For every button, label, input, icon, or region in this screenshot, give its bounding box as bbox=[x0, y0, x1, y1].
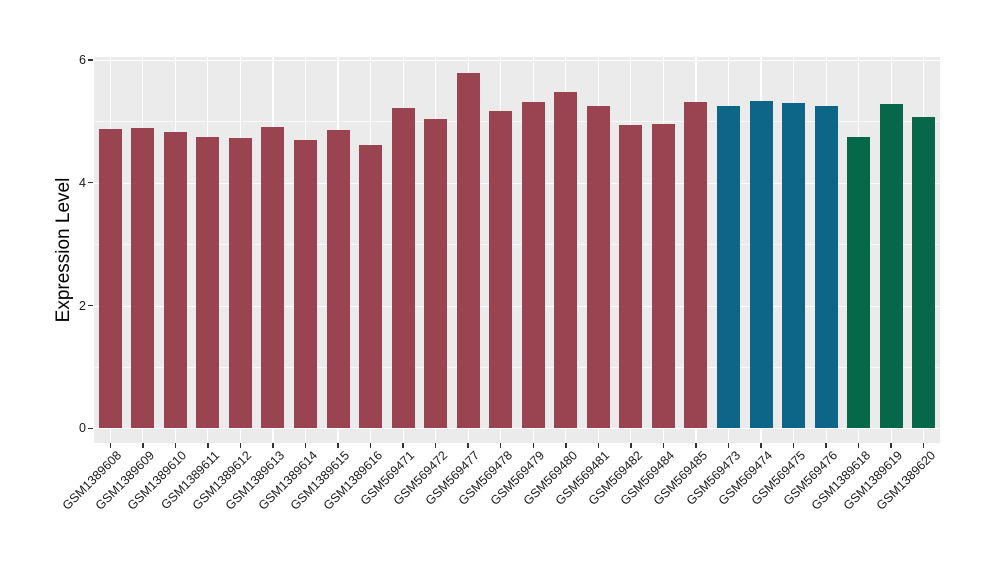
gridline-minor-y5 bbox=[94, 121, 940, 123]
bar-GSM569474 bbox=[749, 101, 773, 429]
bar-GSM569477 bbox=[456, 73, 480, 429]
x-tick-mark bbox=[467, 443, 469, 448]
bar-GSM1389618 bbox=[847, 137, 871, 429]
x-tick-mark bbox=[402, 443, 404, 448]
y-tick-label-0: 0 bbox=[79, 421, 86, 436]
bar-GSM1389609 bbox=[131, 128, 155, 429]
plot-panel bbox=[94, 57, 940, 443]
bar-GSM1389613 bbox=[261, 126, 285, 429]
x-tick-mark bbox=[597, 443, 600, 448]
x-tick-mark bbox=[857, 443, 860, 448]
y-tick-label-4: 4 bbox=[79, 175, 86, 190]
y-tick-mark bbox=[88, 304, 93, 307]
bar-GSM1389614 bbox=[294, 139, 317, 429]
gridline-major-y2 bbox=[94, 305, 940, 307]
x-tick-mark bbox=[922, 443, 925, 448]
x-tick-mark bbox=[109, 443, 112, 448]
bar-GSM1389616 bbox=[359, 144, 383, 429]
bar-GSM569479 bbox=[521, 102, 545, 429]
bar-GSM1389610 bbox=[163, 132, 187, 429]
bar-GSM569480 bbox=[554, 92, 578, 429]
x-tick-mark bbox=[272, 443, 274, 448]
x-tick-mark bbox=[207, 443, 209, 448]
bar-GSM569485 bbox=[684, 102, 708, 429]
x-tick-mark bbox=[337, 443, 339, 448]
x-tick-mark bbox=[369, 443, 372, 448]
gridline-major-y6 bbox=[94, 59, 940, 62]
bar-GSM1389612 bbox=[228, 137, 252, 429]
bar-GSM1389608 bbox=[98, 129, 122, 429]
x-tick-mark bbox=[792, 443, 795, 448]
x-tick-mark bbox=[662, 443, 665, 448]
x-tick-mark bbox=[825, 443, 827, 448]
bar-GSM569478 bbox=[489, 111, 513, 429]
bar-GSM1389611 bbox=[196, 136, 220, 429]
bar-GSM569475 bbox=[782, 103, 806, 429]
x-tick-mark bbox=[630, 443, 632, 448]
x-tick-mark bbox=[304, 443, 307, 448]
bar-GSM569482 bbox=[619, 124, 643, 429]
gridline-major-y4 bbox=[94, 182, 940, 184]
x-tick-mark bbox=[434, 443, 437, 448]
bar-GSM569484 bbox=[651, 123, 675, 429]
y-tick-mark bbox=[88, 181, 93, 184]
bar-GSM1389615 bbox=[326, 129, 350, 429]
x-tick-mark bbox=[760, 443, 762, 448]
x-tick-label-GSM1389608: GSM1389608 bbox=[60, 448, 125, 513]
x-tick-mark bbox=[174, 443, 177, 448]
y-tick-mark bbox=[88, 59, 93, 61]
x-tick-mark bbox=[695, 443, 697, 448]
bar-GSM569471 bbox=[391, 107, 415, 429]
bar-GSM1389619 bbox=[879, 104, 903, 429]
x-tick-mark bbox=[532, 443, 535, 448]
gridline-minor-y1 bbox=[94, 366, 940, 368]
x-tick-mark bbox=[565, 443, 567, 448]
y-tick-mark bbox=[88, 427, 93, 430]
y-axis-title: Expression Level bbox=[53, 177, 74, 323]
bar-GSM569472 bbox=[424, 119, 448, 429]
y-tick-label-2: 2 bbox=[79, 298, 86, 313]
bar-GSM569476 bbox=[814, 105, 838, 429]
x-tick-mark bbox=[142, 443, 144, 448]
bar-GSM569473 bbox=[717, 105, 740, 429]
x-tick-mark bbox=[499, 443, 502, 448]
x-tick-mark bbox=[239, 443, 242, 448]
gridline-major-y0 bbox=[94, 428, 940, 430]
bar-GSM569481 bbox=[586, 105, 610, 429]
x-tick-mark bbox=[727, 443, 730, 448]
bar-GSM1389620 bbox=[912, 117, 936, 429]
gridline-minor-y3 bbox=[94, 244, 940, 245]
y-tick-label-6: 6 bbox=[79, 52, 86, 67]
x-tick-mark bbox=[890, 443, 892, 448]
